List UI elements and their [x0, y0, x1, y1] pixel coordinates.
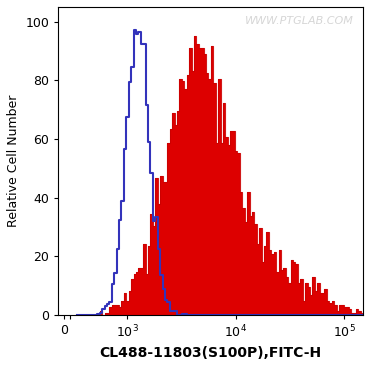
Text: WWW.PTGLAB.COM: WWW.PTGLAB.COM [245, 16, 354, 26]
Y-axis label: Relative Cell Number: Relative Cell Number [7, 95, 20, 227]
X-axis label: CL488-11803(S100P),FITC-H: CL488-11803(S100P),FITC-H [100, 346, 322, 360]
